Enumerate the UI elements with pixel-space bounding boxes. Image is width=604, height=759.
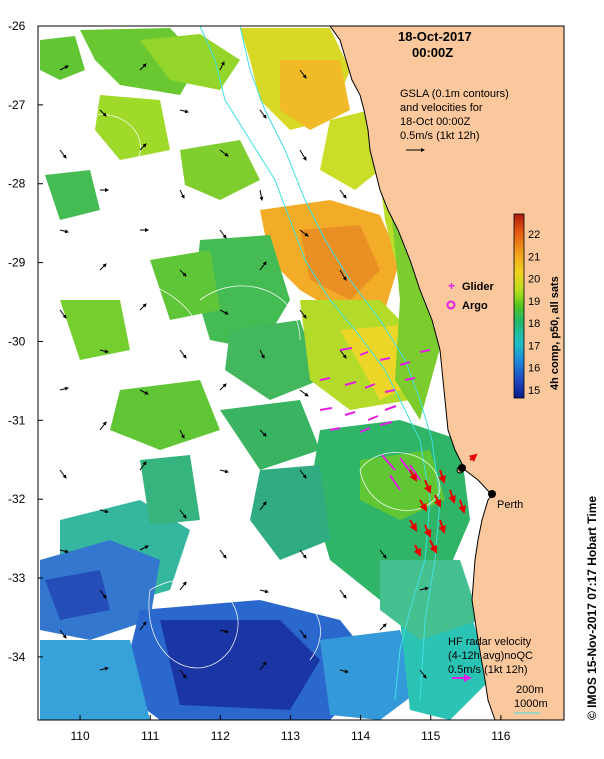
x-tick-label: 113 xyxy=(281,729,300,743)
isobath-200: 200m xyxy=(516,684,544,696)
gsla-line3: 18-Oct 00:00Z xyxy=(400,116,471,128)
gsla-contours xyxy=(59,114,441,669)
y-tick-label: -28 xyxy=(8,177,26,191)
isobaths-lines xyxy=(199,26,441,701)
gsla-line4: 0.5m/s (1kt 12h) xyxy=(400,130,479,142)
perth-marker xyxy=(488,490,496,498)
colorbar-tick-label: 15 xyxy=(528,385,540,397)
y-axis: -26 -27 -28 -29 -30 -31 -32 -33 -34 xyxy=(8,19,43,664)
y-tick-label: -30 xyxy=(8,334,26,348)
perth-label: Perth xyxy=(497,499,523,511)
glider-symbol: + xyxy=(448,279,455,293)
colorbar-tick-label: 22 xyxy=(528,229,540,241)
y-tick-label: -34 xyxy=(8,650,26,664)
colorbar-tick-label: 21 xyxy=(528,251,540,263)
colorbar-tick-label: 16 xyxy=(528,363,540,375)
title-time: 00:00Z xyxy=(412,45,453,60)
isobath-1000: 1000m xyxy=(514,698,548,710)
y-tick-label: -32 xyxy=(8,492,26,506)
x-tick-label: 110 xyxy=(71,729,90,743)
colorbar-label: 4h comp, p50, all sats xyxy=(549,276,561,390)
y-tick-label: -27 xyxy=(8,98,26,112)
y-tick-label: -33 xyxy=(8,571,26,585)
colorbar-tick-label: 17 xyxy=(528,340,540,352)
x-tick-label: 112 xyxy=(211,729,230,743)
x-axis: 110 111 112 113 114 115 116 xyxy=(71,715,511,743)
argo-symbol xyxy=(446,300,456,310)
title-date: 18-Oct-2017 xyxy=(398,29,472,44)
hf-line2: (4-12h avg)noQC xyxy=(448,650,533,662)
hf-radar-arrows xyxy=(409,453,478,557)
hf-line1: HF radar velocity xyxy=(448,636,532,648)
land-mass xyxy=(329,26,564,720)
colorbar xyxy=(513,213,525,399)
colorbar-tick-label: 20 xyxy=(528,274,540,286)
velocity-arrows xyxy=(59,61,429,679)
argo-legend-label: Argo xyxy=(462,300,488,312)
gsla-line1: GSLA (0.1m contours) xyxy=(400,88,509,100)
colorbar-ticks: 22 21 20 19 18 17 16 15 xyxy=(528,229,540,397)
y-tick-label: -29 xyxy=(8,256,26,270)
gsla-line2: and velocities for xyxy=(400,102,483,114)
colorbar-tick-label: 18 xyxy=(528,318,540,330)
x-tick-label: 115 xyxy=(421,729,440,743)
x-tick-label: 114 xyxy=(351,729,370,743)
mooring-marker xyxy=(458,464,466,472)
glider-tracks xyxy=(319,347,431,491)
x-tick-label: 116 xyxy=(491,729,510,743)
glider-legend-label: Glider xyxy=(462,281,495,293)
credit-text: © IMOS 15-Nov-2017 07:17 Hobart Time xyxy=(585,496,599,720)
y-tick-label: -31 xyxy=(8,413,26,427)
plot-frame xyxy=(37,25,565,721)
hf-line3: 0.5m/s (1kt 12h) xyxy=(448,664,527,676)
x-tick-label: 111 xyxy=(141,729,160,743)
y-tick-label: -26 xyxy=(8,19,26,33)
colorbar-tick-label: 19 xyxy=(528,296,540,308)
